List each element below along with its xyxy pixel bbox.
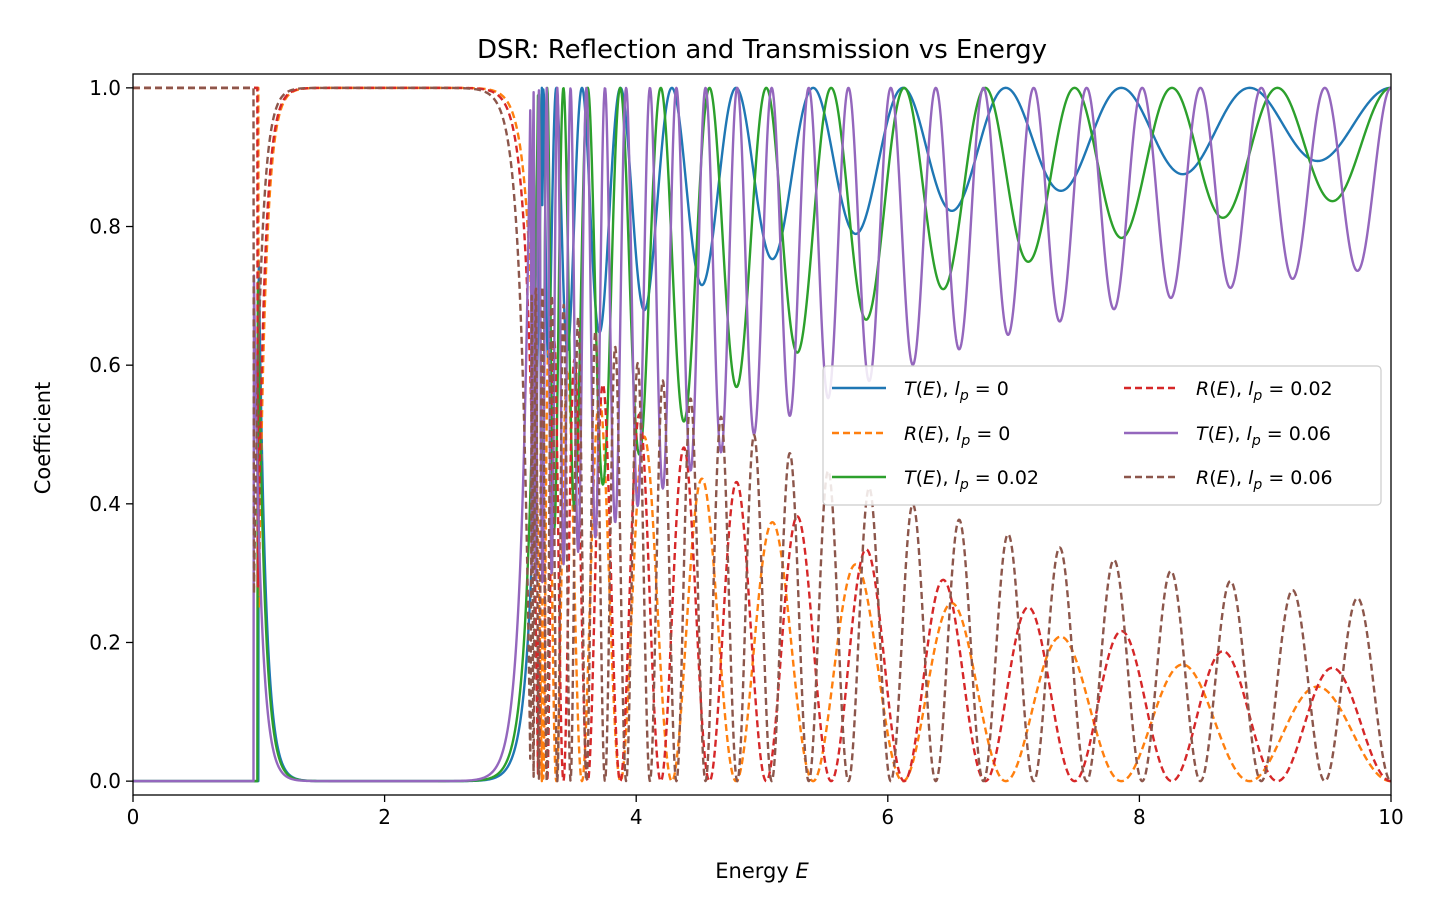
legend-label-0: T(E), lp = 0 bbox=[904, 378, 1009, 404]
chart-title: DSR: Reflection and Transmission vs Ener… bbox=[477, 35, 1047, 65]
x-tick-label: 0 bbox=[127, 805, 140, 829]
y-tick-label: 0.0 bbox=[89, 769, 121, 793]
plot-frame bbox=[132, 73, 1392, 796]
x-axis-label-text: Energy bbox=[715, 859, 795, 883]
y-tick-label: 0.4 bbox=[89, 492, 121, 516]
y-tick-label: 0.2 bbox=[89, 630, 121, 654]
x-axis-label-variable: E bbox=[795, 859, 809, 883]
y-tick-label: 1.0 bbox=[89, 76, 121, 100]
x-tick-label: 6 bbox=[881, 805, 894, 829]
series-line-4 bbox=[133, 86, 1391, 783]
legend-label-5: R(E), lp = 0.06 bbox=[1196, 467, 1333, 493]
x-tick-label: 4 bbox=[630, 805, 643, 829]
series-line-3 bbox=[133, 86, 1391, 783]
legend-label-1: R(E), lp = 0 bbox=[904, 423, 1010, 449]
legend-label-2: T(E), lp = 0.02 bbox=[904, 467, 1039, 493]
series-line-5 bbox=[133, 86, 1391, 783]
x-axis-label: Energy E bbox=[715, 859, 809, 883]
legend: T(E), lp = 0 R(E), lp = 0 T(E), lp = 0.02 R… bbox=[822, 365, 1382, 506]
series-layer bbox=[133, 86, 1391, 783]
x-tick-label: 8 bbox=[1133, 805, 1146, 829]
x-axis: 0 2 4 6 8 10 bbox=[127, 795, 1404, 829]
y-axis: 0.0 0.2 0.4 0.6 0.8 1.0 bbox=[89, 76, 133, 793]
y-axis-label: Coefficient bbox=[31, 382, 55, 495]
legend-label-3: R(E), lp = 0.02 bbox=[1196, 378, 1333, 404]
legend-box bbox=[822, 365, 1382, 506]
legend-label-4: T(E), lp = 0.06 bbox=[1196, 423, 1331, 449]
x-tick-label: 10 bbox=[1378, 805, 1403, 829]
x-tick-label: 2 bbox=[378, 805, 391, 829]
y-tick-label: 0.6 bbox=[89, 353, 121, 377]
y-tick-label: 0.8 bbox=[89, 215, 121, 239]
